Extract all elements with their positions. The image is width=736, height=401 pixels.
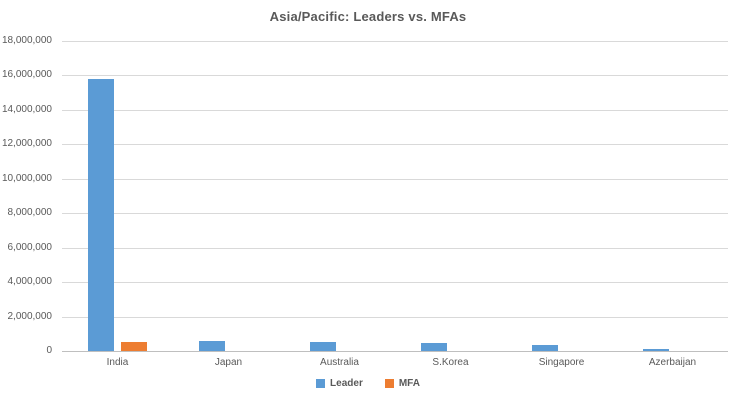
bar-group-singapore xyxy=(506,41,617,351)
legend-item-leader: Leader xyxy=(316,378,363,389)
x-axis-label-india: India xyxy=(106,357,129,368)
y-axis-tick-label: 18,000,000 xyxy=(1,35,52,46)
gridline xyxy=(62,75,728,76)
bar-leader-australia xyxy=(310,342,336,351)
bar-groups xyxy=(62,41,728,351)
y-axis-tick-label: 8,000,000 xyxy=(7,207,53,218)
y-axis-tick-label: 16,000,000 xyxy=(1,69,52,80)
y-axis-tick-label: 6,000,000 xyxy=(7,242,53,253)
y-axis-tick-label: 0 xyxy=(46,345,52,356)
legend-swatch-mfa xyxy=(384,379,394,388)
y-axis-tick-label: 2,000,000 xyxy=(7,311,53,322)
bar-leader-s-korea xyxy=(421,343,447,351)
gridline xyxy=(62,282,728,283)
gridline xyxy=(62,41,728,42)
gridline xyxy=(62,317,728,318)
y-axis-tick-label: 14,000,000 xyxy=(1,104,52,115)
x-axis-line xyxy=(62,351,728,352)
y-axis-tick-label: 4,000,000 xyxy=(7,276,53,287)
bar-leader-japan xyxy=(199,341,225,351)
bar-leader-singapore xyxy=(532,345,558,351)
chart-title: Asia/Pacific: Leaders vs. MFAs xyxy=(269,9,467,24)
bar-group-azerbaijan xyxy=(617,41,728,351)
gridline xyxy=(62,248,728,249)
x-axis-label-singapore: Singapore xyxy=(538,357,585,368)
bar-leader-india xyxy=(88,79,114,351)
bar-group-australia xyxy=(284,41,395,351)
legend-swatch-leader xyxy=(316,379,326,388)
legend: Leader MFA xyxy=(0,378,736,389)
bar-leader-azerbaijan xyxy=(643,349,669,351)
gridline xyxy=(62,110,728,111)
x-axis-label-australia: Australia xyxy=(320,357,359,368)
bar-group-india xyxy=(62,41,173,351)
y-axis-tick-label: 12,000,000 xyxy=(1,138,52,149)
x-axis-label-azerbaijan: Azerbaijan xyxy=(648,357,697,368)
bar-group-japan xyxy=(173,41,284,351)
x-axis-labels: India Japan Australia S.Korea Singapore Azerb… xyxy=(62,357,728,368)
legend-item-mfa: MFA xyxy=(384,378,420,389)
plot-area xyxy=(62,41,728,352)
bar-mfa-india xyxy=(121,342,147,351)
y-axis-tick-label: 10,000,000 xyxy=(1,173,52,184)
x-axis-label-s-korea: S.Korea xyxy=(432,357,469,368)
legend-label-mfa: MFA xyxy=(398,378,420,389)
gridline xyxy=(62,213,728,214)
gridline xyxy=(62,144,728,145)
x-axis-label-japan: Japan xyxy=(214,357,243,368)
gridline xyxy=(62,179,728,180)
legend-label-leader: Leader xyxy=(330,378,363,389)
bar-group-s-korea xyxy=(395,41,506,351)
